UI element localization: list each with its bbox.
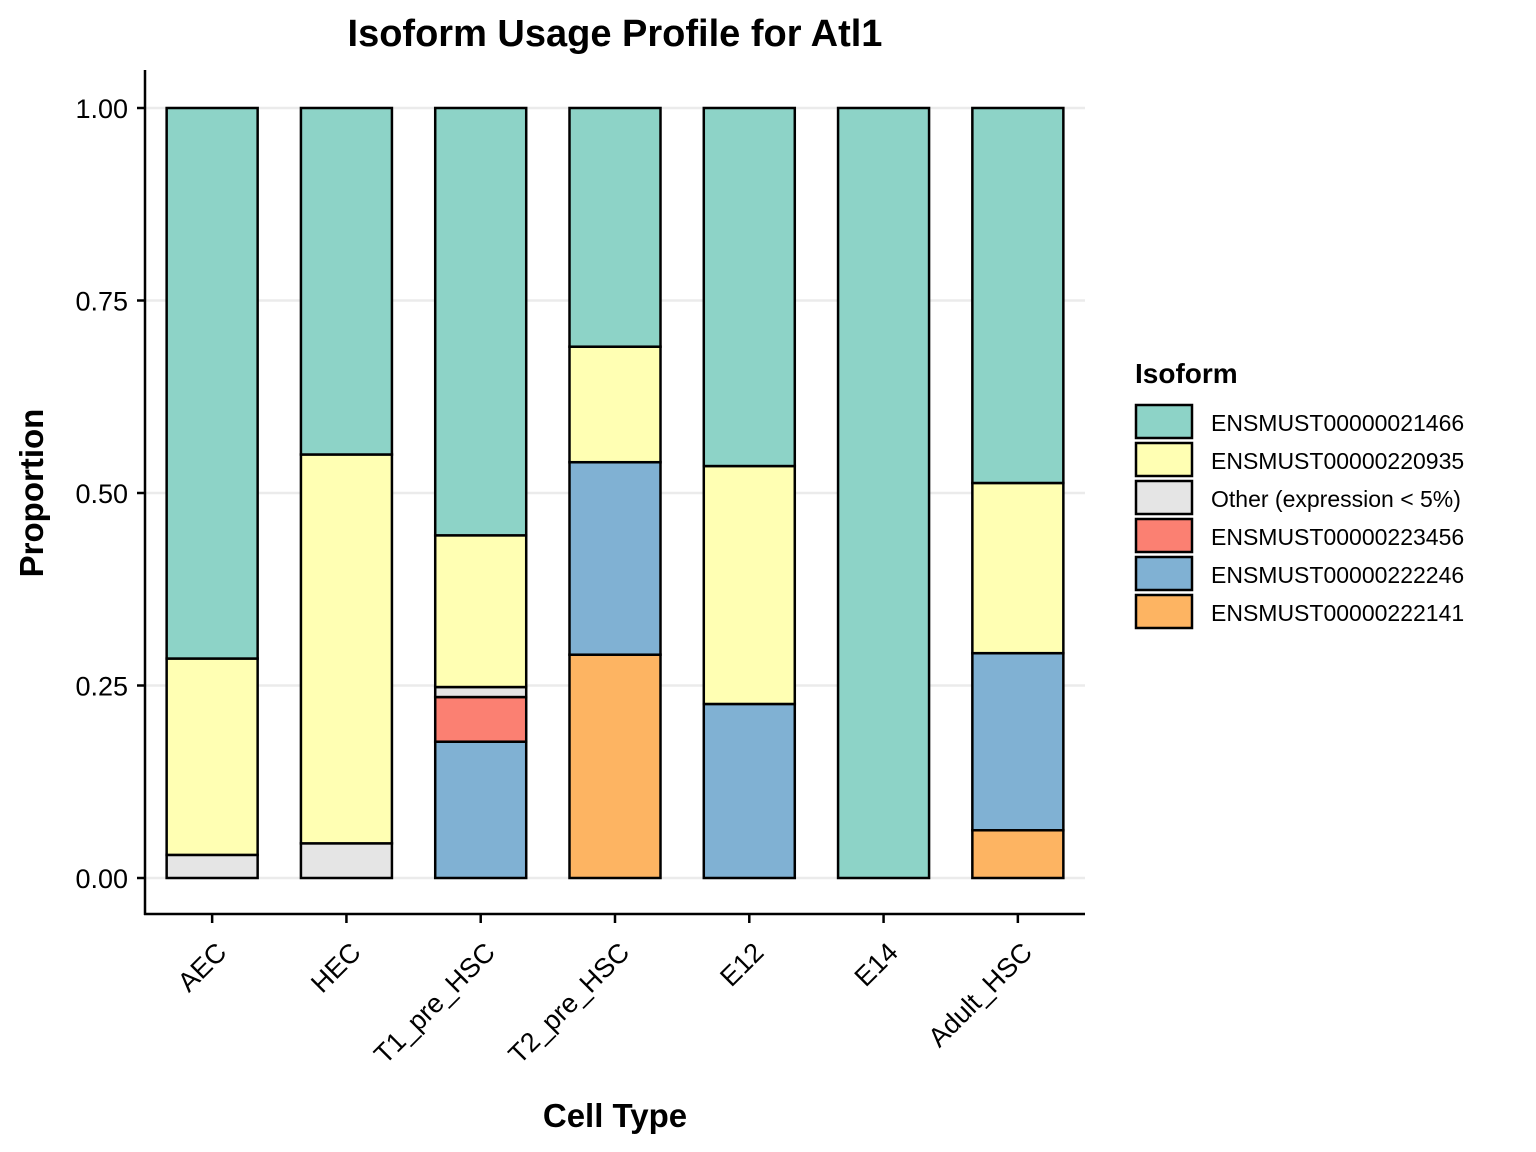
legend-swatch bbox=[1134, 403, 1194, 440]
legend-label: ENSMUST00000021466 bbox=[1211, 410, 1464, 436]
legend-item-ensmust00000222141: ENSMUST00000222141 bbox=[1134, 593, 1464, 630]
bar-segment-aec-other-expression-5 bbox=[165, 853, 259, 880]
bar-segment-t2-pre-hsc-ensmust00000222141 bbox=[568, 653, 662, 880]
bar-segment-adult-hsc-ensmust00000021466 bbox=[971, 106, 1065, 485]
x-tick-label: HEC bbox=[305, 937, 367, 999]
bar-segment-hec-ensmust00000021466 bbox=[299, 106, 394, 456]
x-tick-label: T1_pre_HSC bbox=[368, 937, 501, 1070]
bar-hec bbox=[299, 106, 394, 880]
y-axis-ticks: 0.00 0.25 0.50 0.75 1.00 bbox=[75, 94, 145, 894]
x-tick-label: AEC bbox=[172, 937, 232, 997]
bar-segment-hec-ensmust00000220935 bbox=[299, 453, 394, 845]
bar-segment-t2-pre-hsc-ensmust00000222246 bbox=[568, 460, 662, 656]
legend-item-ensmust00000223456: ENSMUST00000223456 bbox=[1134, 517, 1464, 554]
bar-segment-t1-pre-hsc-other-expression-5 bbox=[433, 685, 528, 699]
bar-segment-e12-ensmust00000220935 bbox=[702, 464, 797, 706]
legend-label: ENSMUST00000222141 bbox=[1211, 600, 1464, 626]
legend-swatch bbox=[1134, 517, 1194, 554]
legend-item-ensmust00000220935: ENSMUST00000220935 bbox=[1134, 441, 1464, 478]
legend-swatch bbox=[1134, 593, 1194, 630]
chart-title: Isoform Usage Profile for Atl1 bbox=[348, 13, 883, 55]
y-tick-label: 0.25 bbox=[75, 672, 128, 702]
legend-swatch bbox=[1134, 441, 1194, 478]
legend-swatch bbox=[1134, 479, 1194, 516]
bar-segment-e12-ensmust00000222246 bbox=[702, 702, 797, 880]
stacked-bars bbox=[165, 106, 1065, 880]
bar-adult-hsc bbox=[971, 106, 1065, 880]
bar-segment-t1-pre-hsc-ensmust00000220935 bbox=[433, 534, 528, 689]
legend-items: ENSMUST00000021466 ENSMUST00000220935 Othe… bbox=[1134, 403, 1464, 630]
y-tick-label: 0.50 bbox=[75, 479, 128, 509]
y-tick-label: 0.00 bbox=[75, 864, 128, 894]
legend-item-ensmust00000222246: ENSMUST00000222246 bbox=[1134, 555, 1464, 592]
bar-segment-t2-pre-hsc-ensmust00000021466 bbox=[568, 106, 662, 348]
x-axis-title: Cell Type bbox=[543, 1097, 687, 1134]
legend-item-other-expression-5: Other (expression < 5%) bbox=[1134, 479, 1461, 516]
x-tick-label: E12 bbox=[714, 937, 769, 992]
bar-segment-adult-hsc-ensmust00000220935 bbox=[971, 481, 1065, 655]
bar-segment-t1-pre-hsc-ensmust00000223456 bbox=[433, 695, 528, 743]
legend-label: ENSMUST00000220935 bbox=[1211, 448, 1464, 474]
x-tick-label: T2_pre_HSC bbox=[503, 937, 636, 1070]
bar-segment-adult-hsc-ensmust00000222141 bbox=[971, 829, 1065, 880]
bar-segment-aec-ensmust00000021466 bbox=[165, 106, 259, 660]
bar-e12 bbox=[702, 106, 797, 880]
x-axis-ticks: AEC HEC T1_pre_HSC T2_pre_HSC E12 E14 Adult_HS… bbox=[172, 914, 1038, 1070]
bar-segment-adult-hsc-ensmust00000222246 bbox=[971, 651, 1065, 832]
x-tick-label: E14 bbox=[849, 937, 904, 992]
bar-segment-e12-ensmust00000021466 bbox=[702, 106, 797, 468]
bar-segment-t2-pre-hsc-ensmust00000220935 bbox=[568, 345, 662, 464]
bar-aec bbox=[165, 106, 259, 880]
legend-title: Isoform bbox=[1135, 358, 1238, 389]
bar-segment-aec-ensmust00000220935 bbox=[165, 657, 259, 857]
x-tick-label: Adult_HSC bbox=[922, 937, 1038, 1053]
bar-segment-t1-pre-hsc-ensmust00000021466 bbox=[433, 106, 528, 537]
legend-label: Other (expression < 5%) bbox=[1211, 486, 1461, 512]
bar-t2-pre-hsc bbox=[568, 106, 662, 880]
y-tick-label: 1.00 bbox=[75, 94, 128, 124]
bar-e14 bbox=[836, 106, 931, 880]
legend-label: ENSMUST00000222246 bbox=[1211, 562, 1464, 588]
legend-item-ensmust00000021466: ENSMUST00000021466 bbox=[1134, 403, 1464, 440]
legend-label: ENSMUST00000223456 bbox=[1211, 524, 1464, 550]
bar-segment-e14-ensmust00000021466 bbox=[836, 106, 931, 880]
bar-segment-t1-pre-hsc-ensmust00000222246 bbox=[433, 740, 528, 880]
legend-swatch bbox=[1134, 555, 1194, 592]
y-axis-title: Proportion bbox=[13, 409, 50, 578]
y-tick-label: 0.75 bbox=[75, 287, 128, 317]
legend: Isoform ENSMUST00000021466 ENSMUST0000022… bbox=[1134, 358, 1464, 630]
bar-segment-hec-other-expression-5 bbox=[299, 842, 394, 880]
bar-t1-pre-hsc bbox=[433, 106, 528, 880]
